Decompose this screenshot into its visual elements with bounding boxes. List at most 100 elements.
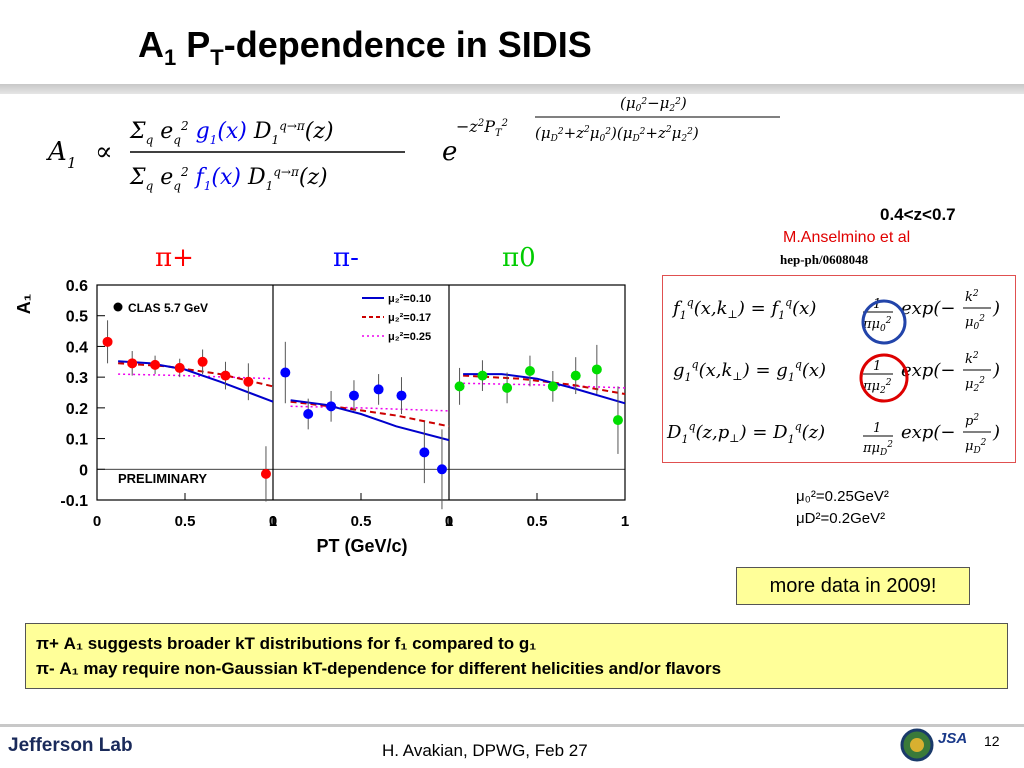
svg-text:k2: k2 — [965, 289, 979, 305]
more-data-note: more data in 2009! — [736, 567, 970, 605]
model-curve-magenta — [463, 382, 626, 389]
model-curve-magenta — [290, 405, 450, 412]
model-curve-magenta — [118, 373, 274, 380]
svg-text:−z2PT2: −z2PT2 — [456, 117, 508, 139]
formula-lhs-sub: 1 — [67, 154, 77, 172]
legend-label-curve: μ₂²=0.25 — [388, 331, 431, 343]
data-point — [326, 401, 337, 412]
legend-label-clas: CLAS 5.7 GeV — [128, 301, 208, 315]
data-point — [612, 415, 623, 426]
svg-text:k2: k2 — [965, 351, 979, 367]
data-point — [348, 390, 359, 401]
footer-rule — [0, 724, 1024, 727]
model-curve-blue — [290, 399, 450, 442]
model-curve-blue — [463, 373, 626, 405]
x-axis-label: PT (GeV/c) — [316, 536, 407, 556]
data-point — [396, 390, 407, 401]
x-tick-label: 0 — [445, 513, 453, 530]
data-point — [303, 409, 314, 419]
legend-label-curve: μ₂²=0.17 — [388, 312, 431, 324]
x-tick-label: 1 — [621, 513, 629, 530]
y-axis-label: A₁ — [14, 294, 34, 314]
y-tick-label: 0.5 — [66, 309, 88, 326]
svg-text:(μD2+z2μ02)(μD2+z2μ22): (μD2+z2μ02)(μD2+z2μ22) — [535, 124, 699, 144]
model-curve-red — [290, 400, 450, 428]
data-point — [243, 376, 254, 387]
y-tick-label: 0 — [79, 462, 88, 479]
svg-text:1: 1 — [873, 421, 881, 436]
y-tick-label: 0.1 — [66, 432, 88, 449]
svg-text:): ) — [992, 298, 1000, 319]
data-point — [591, 364, 602, 375]
svg-text:πμD2: πμD2 — [862, 440, 893, 458]
legend-marker-clas — [113, 302, 123, 312]
svg-text:Σq eq2 f1(x) D1q→π(z): Σq eq2 f1(x) D1q→π(z) — [129, 165, 328, 193]
formula-lhs: A — [46, 137, 67, 167]
svg-text:Σq eq2 g1(x) D1q→π(z): Σq eq2 g1(x) D1q→π(z) — [129, 119, 334, 147]
y-tick-label: 0.6 — [66, 278, 88, 295]
model-curve-blue — [118, 360, 274, 403]
a1-formula: A 1 ∝ Σq eq2 g1(x) D1q→π(z) Σq eq2 f1(x)… — [46, 94, 780, 193]
data-point — [150, 359, 161, 370]
svg-text:p2: p2 — [965, 413, 979, 429]
plot-frame — [96, 284, 626, 501]
formula-relation: ∝ — [95, 137, 113, 167]
data-point — [454, 381, 465, 392]
data-point — [260, 468, 271, 479]
svg-text:1: 1 — [873, 297, 881, 312]
citation-author: M.Anselmino et al — [783, 229, 911, 246]
highlight-circle-red — [859, 353, 909, 403]
label-pi-minus: π- — [333, 243, 359, 273]
footer-text: H. Avakian, DPWG, Feb 27 — [382, 741, 588, 760]
data-point — [547, 381, 558, 392]
data-point — [502, 382, 513, 393]
label-pi-zero: π0 — [502, 243, 536, 273]
label-pi-plus: π+ — [155, 243, 194, 273]
x-tick-label: 0 — [93, 513, 101, 530]
x-tick-label: 0 — [269, 513, 277, 530]
x-tick-label: 0.5 — [351, 513, 372, 530]
svg-text:μ02: μ02 — [965, 314, 985, 332]
slide-title: A1 PT-dependence in SIDIS — [138, 24, 592, 71]
z-range: 0.4<z<0.7 — [880, 205, 956, 224]
param-mu0: μ₀²=0.25GeV² — [796, 488, 889, 505]
data-point — [174, 362, 185, 373]
data-point — [197, 356, 208, 367]
data-point — [419, 447, 430, 458]
doe-seal-icon — [900, 728, 934, 762]
highlight-circle-blue — [861, 299, 907, 345]
svg-text:μD2: μD2 — [965, 438, 987, 456]
jefferson-lab-logo: Jefferson Lab — [8, 735, 133, 756]
svg-text:exp(−: exp(− — [901, 298, 955, 319]
x-tick-label: 0.5 — [175, 513, 196, 530]
x-tick-label: 1 — [269, 513, 277, 530]
data-point — [102, 336, 113, 347]
data-point — [436, 464, 447, 475]
svg-text:e: e — [442, 137, 457, 167]
legend-label-curve: μ₂²=0.10 — [388, 293, 431, 305]
title-rule — [0, 84, 1024, 94]
summary-line-2: π- A₁ may require non-Gaussian kT-depend… — [36, 659, 722, 678]
citation-reference: hep-ph/0608048 — [780, 252, 869, 267]
y-tick-label: 0.2 — [66, 401, 88, 418]
page-number: 12 — [984, 733, 1000, 749]
data-point — [570, 370, 581, 381]
svg-text:D1q(z,p⊥) = D1q(z): D1q(z,p⊥) = D1q(z) — [666, 420, 825, 446]
svg-text:): ) — [992, 422, 1000, 443]
y-tick-label: -0.1 — [60, 493, 88, 510]
gaussian-formula-box: f1q(x,k⊥) = f1q(x) 1 πμ02 exp(− k2 μ02) g1q… — [662, 275, 1016, 463]
model-curve-red — [118, 362, 274, 388]
summary-box: π+ A₁ suggests broader kT distributions … — [25, 623, 1008, 689]
x-tick-label: 1 — [445, 513, 453, 530]
svg-text:μ22: μ22 — [965, 376, 985, 394]
jsa-logo: JSA — [938, 730, 968, 747]
svg-text:exp(−: exp(− — [901, 422, 955, 443]
data-point — [127, 358, 138, 369]
y-tick-label: 0.4 — [66, 339, 88, 356]
svg-text:1: 1 — [873, 359, 881, 374]
preliminary-label: PRELIMINARY — [118, 471, 207, 486]
summary-line-1: π+ A₁ suggests broader kT distributions … — [36, 634, 537, 653]
svg-text:exp(−: exp(− — [901, 360, 955, 381]
